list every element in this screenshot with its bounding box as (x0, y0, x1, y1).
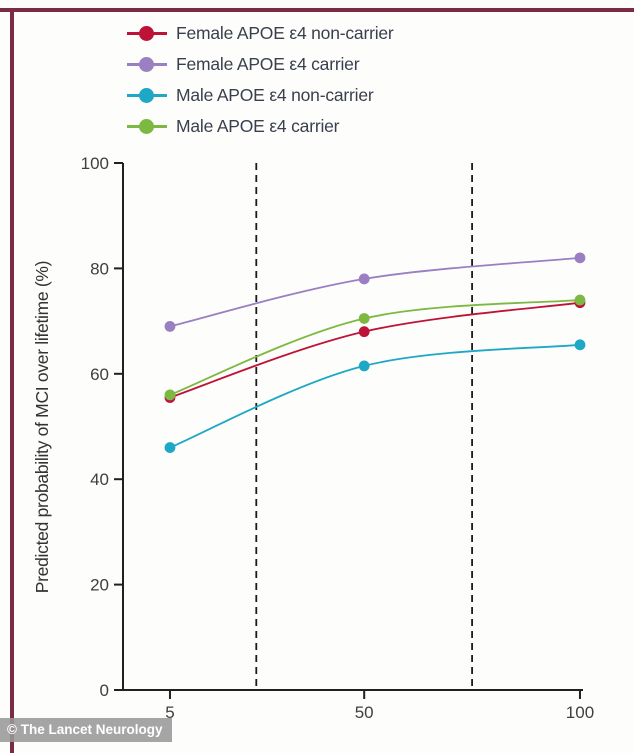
series-line (169, 343, 581, 449)
x-axis: 5 50 100 (123, 689, 594, 722)
legend-dot (139, 26, 154, 41)
panel-border-left (10, 8, 14, 753)
y-tick-label: 40 (90, 470, 109, 489)
legend-item-2: Male APOE ε4 non-carrier (127, 83, 394, 108)
y-tick-label: 0 (100, 681, 109, 700)
data-point (164, 320, 176, 332)
data-point (574, 339, 586, 351)
data-point (358, 313, 370, 324)
legend-dot (139, 88, 154, 103)
legend-item-0: Female APOE ε4 non-carrier (127, 21, 394, 46)
x-tick-label: 50 (355, 703, 374, 722)
y-tick-label: 60 (90, 365, 109, 384)
y-axis-title: Predicted probability of MCI over lifeti… (32, 261, 52, 593)
data-point (358, 360, 370, 372)
x-tick-label: 5 (165, 703, 174, 722)
y-tick-label: 100 (81, 154, 109, 173)
y-tick-label: 20 (90, 576, 109, 595)
series-lines (169, 257, 581, 449)
series-points (164, 252, 586, 453)
x-tick-label: 100 (566, 703, 594, 722)
legend-marker-icon (127, 119, 167, 134)
y-axis: 0 20 40 60 80 100 (81, 154, 124, 700)
legend-marker-icon (127, 57, 167, 72)
legend-label: Female APOE ε4 carrier (176, 54, 360, 74)
chart-legend: Female APOE ε4 non-carrier Female APOE ε4… (127, 21, 394, 139)
panel-border-top (0, 8, 634, 12)
data-point (164, 389, 176, 401)
legend-dot (139, 119, 154, 134)
legend-item-1: Female APOE ε4 carrier (127, 52, 394, 77)
data-point (164, 442, 176, 453)
legend-marker-icon (127, 88, 167, 103)
legend-item-3: Male APOE ε4 carrier (127, 114, 394, 139)
legend-marker-icon (127, 26, 167, 41)
data-point (358, 326, 370, 338)
source-watermark: © The Lancet Neurology (0, 718, 173, 742)
legend-label: Male APOE ε4 non-carrier (176, 85, 374, 105)
reference-lines (255, 163, 473, 690)
legend-label: Female APOE ε4 non-carrier (176, 23, 394, 43)
data-point (574, 252, 586, 264)
legend-label: Male APOE ε4 carrier (176, 116, 340, 136)
y-tick-label: 80 (90, 259, 109, 278)
data-point (358, 273, 370, 285)
legend-dot (139, 57, 154, 72)
data-point (574, 294, 586, 306)
